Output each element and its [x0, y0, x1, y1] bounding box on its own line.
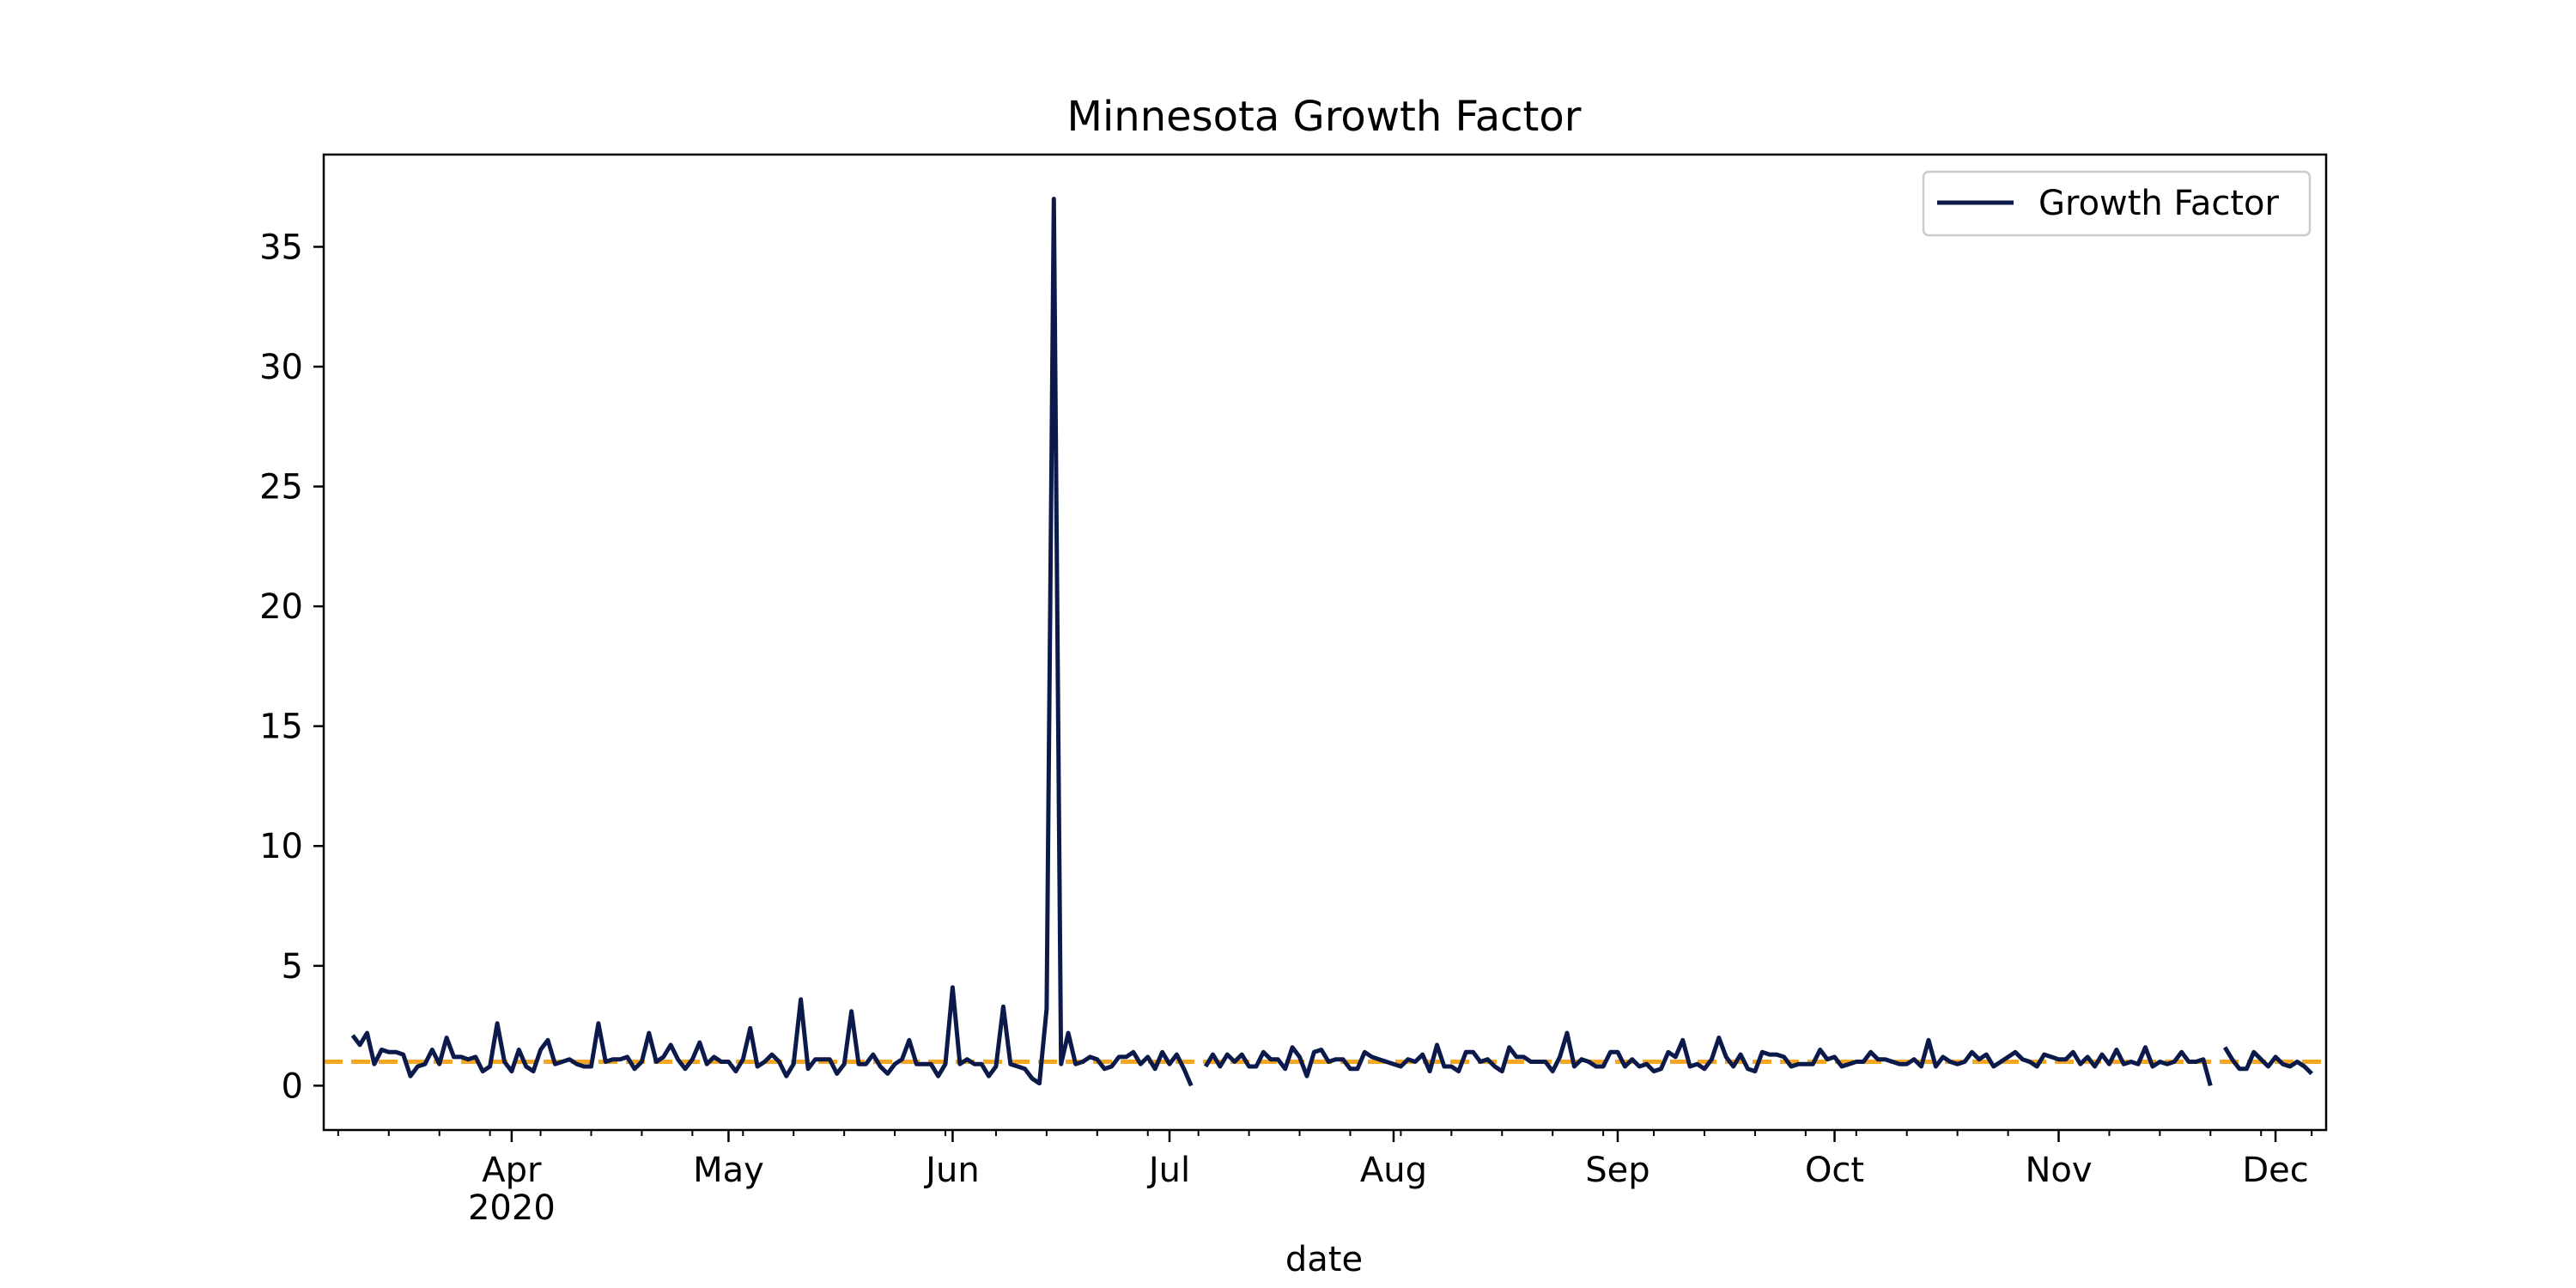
- x-tick-label-dec: Dec: [2242, 1151, 2308, 1190]
- x-tick-label-oct: Oct: [1805, 1151, 1864, 1190]
- plot-frame: [322, 153, 2328, 1132]
- x-tick-label-apr: Apr: [482, 1151, 542, 1190]
- legend-entry-growth-factor: Growth Factor: [2038, 184, 2279, 223]
- y-tick-label-20: 20: [259, 587, 303, 627]
- y-tick-label-25: 25: [259, 468, 303, 507]
- legend-box: [1922, 170, 2312, 237]
- y-tick-label-35: 35: [259, 228, 303, 267]
- x-axis-label: date: [1285, 1240, 1363, 1279]
- y-tick-label-10: 10: [259, 827, 303, 866]
- y-tick-label-15: 15: [259, 708, 303, 747]
- legend[interactable]: Growth Factor: [1922, 170, 2312, 237]
- series-line-growth-factor-segment-1: [350, 197, 1194, 1087]
- y-axis: 0 5 10 15 20 25 30 35: [259, 228, 324, 1106]
- x-tick-label-jul: Jul: [1146, 1151, 1190, 1190]
- plot-area: [324, 197, 2326, 1087]
- x-tick-sublabel-year: 2020: [468, 1188, 556, 1228]
- x-tick-label-sep: Sep: [1585, 1151, 1649, 1190]
- x-tick-label-jun: Jun: [923, 1151, 980, 1190]
- x-tick-label-nov: Nov: [2025, 1151, 2092, 1190]
- y-tick-label-30: 30: [259, 348, 303, 387]
- x-tick-label-may: May: [693, 1151, 764, 1190]
- chart-title: Minnesota Growth Factor: [1067, 93, 1582, 141]
- series-line-growth-factor-segment-2: [1203, 1030, 2213, 1087]
- y-tick-label-0: 0: [282, 1066, 303, 1106]
- x-tick-label-aug: Aug: [1360, 1151, 1427, 1190]
- series-line-growth-factor-segment-3: [2222, 1046, 2313, 1076]
- y-tick-label-5: 5: [282, 947, 303, 987]
